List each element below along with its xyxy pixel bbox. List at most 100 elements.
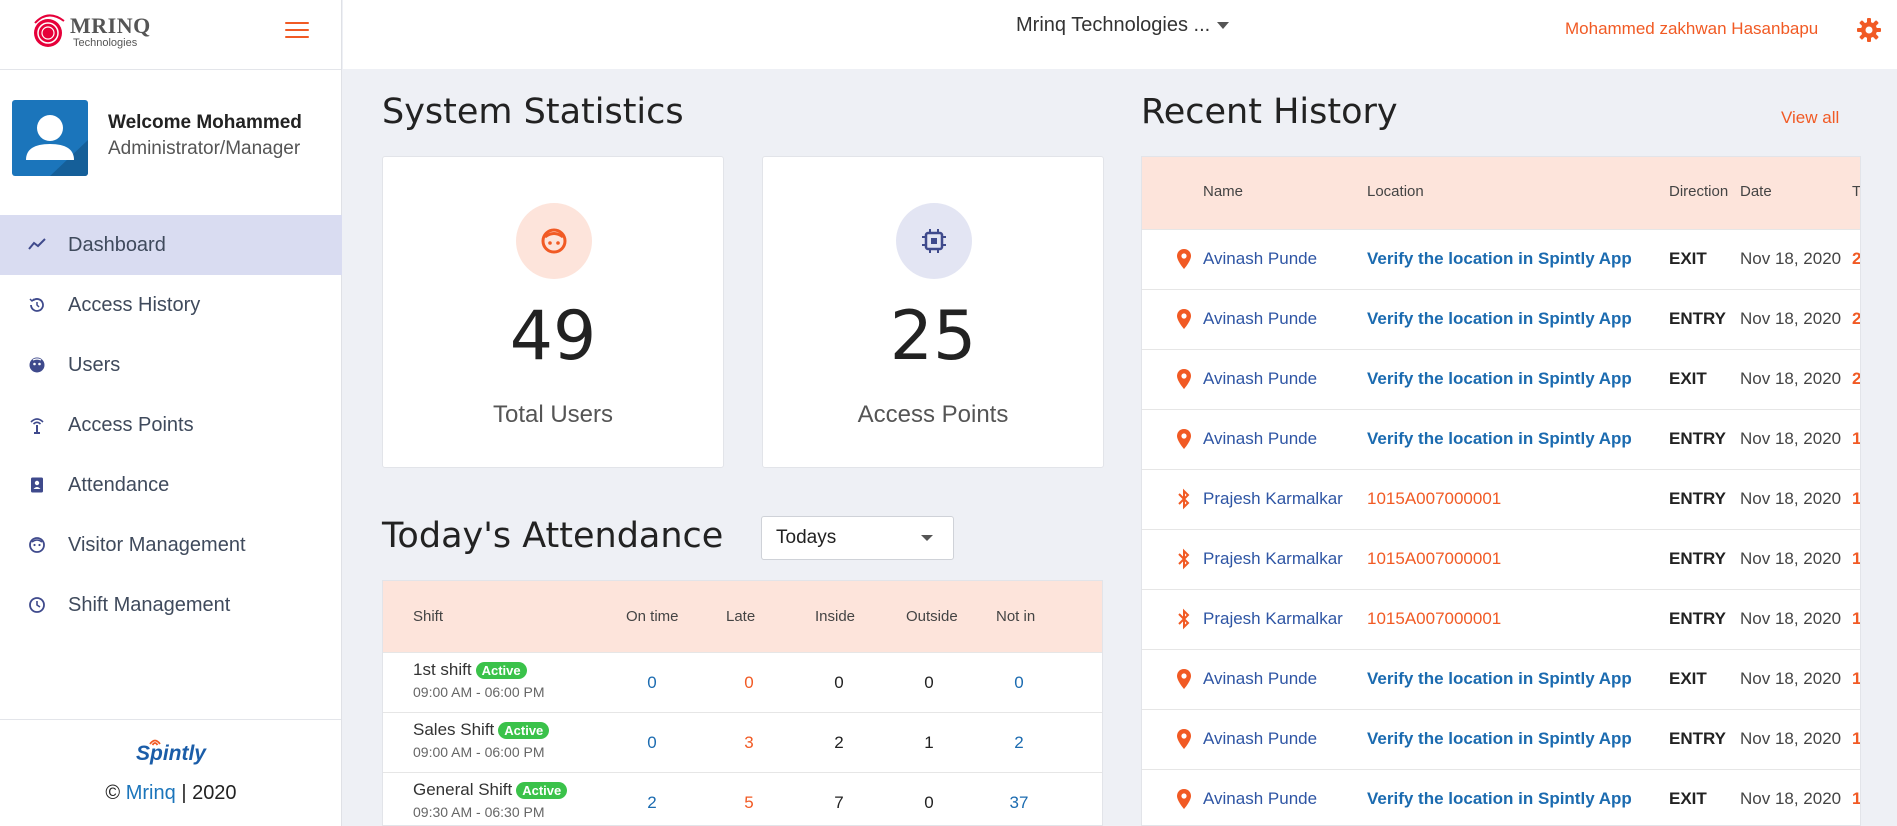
table-row[interactable]: Sales Shift Active 09:00 AM - 06:00 PM 0 … <box>383 712 1102 772</box>
person-name[interactable]: Prajesh Karmalkar <box>1203 489 1343 508</box>
attendance-filter-select[interactable]: Todays <box>761 516 954 560</box>
stat-card-total-users[interactable]: 49 Total Users <box>382 156 724 468</box>
person-name[interactable]: Avinash Punde <box>1203 429 1318 448</box>
date: Nov 18, 2020 <box>1740 549 1842 568</box>
person-name[interactable]: Avinash Punde <box>1203 669 1318 688</box>
table-row[interactable]: Avinash Punde Verify the location in Spin… <box>1142 289 1860 349</box>
visitor-icon <box>29 537 45 553</box>
person-name[interactable]: Avinash Punde <box>1203 789 1318 808</box>
table-row[interactable]: Avinash Punde Verify the location in Spin… <box>1142 229 1860 289</box>
sidebar-item-label: Access History <box>68 293 201 316</box>
table-row[interactable]: Avinash Punde Verify the location in Spin… <box>1142 649 1860 709</box>
access-point-icon <box>30 418 44 434</box>
date: Nov 18, 2020 <box>1740 489 1842 508</box>
chevron-down-icon <box>921 535 933 541</box>
outside-value[interactable]: 1 <box>924 733 934 752</box>
sidebar-item-dashboard[interactable]: Dashboard <box>0 215 342 275</box>
shift-name: General Shift <box>413 780 513 799</box>
divider <box>0 69 341 70</box>
not-in-value[interactable]: 2 <box>1014 733 1024 752</box>
table-row[interactable]: Avinash Punde Verify the location in Spin… <box>1142 709 1860 769</box>
person-name[interactable]: Prajesh Karmalkar <box>1203 609 1343 628</box>
header-on-time: On time <box>626 608 679 625</box>
late-value[interactable]: 0 <box>744 673 754 692</box>
table-row[interactable]: Prajesh Karmalkar 1015A007000001 ENTRY Nov … <box>1142 469 1860 529</box>
sidebar-item-access-history[interactable]: Access History <box>0 275 342 335</box>
table-row[interactable]: Avinash Punde Verify the location in Spin… <box>1142 349 1860 409</box>
sidebar: MRINQ Technologies Welcome Mohammed Admi… <box>0 0 342 826</box>
inside-value[interactable]: 7 <box>834 793 844 812</box>
mrinq-logo[interactable]: MRINQ Technologies <box>26 9 156 53</box>
sidebar-item-users[interactable]: Users <box>0 335 342 395</box>
stat-card-access-points[interactable]: 25 Access Points <box>762 156 1104 468</box>
person-name[interactable]: Avinash Punde <box>1203 729 1318 748</box>
shift-name: 1st shift <box>413 660 472 679</box>
sidebar-item-label: Shift Management <box>68 593 231 616</box>
person-name[interactable]: Avinash Punde <box>1203 249 1318 268</box>
menu-toggle-icon[interactable] <box>285 22 309 40</box>
shift-time: 09:00 AM - 06:00 PM <box>413 684 545 700</box>
sidebar-item-visitor-management[interactable]: Visitor Management <box>0 515 342 575</box>
mrinq-logo-icon <box>34 14 65 47</box>
not-in-value[interactable]: 37 <box>1009 793 1029 812</box>
attendance-title: Today's Attendance <box>382 516 724 556</box>
sidebar-item-shift-management[interactable]: Shift Management <box>0 575 342 635</box>
location-pin-icon <box>1177 369 1191 389</box>
shift-time: 09:00 AM - 06:00 PM <box>413 744 545 760</box>
user-name[interactable]: Mohammed zakhwan Hasanbapu <box>1565 19 1819 38</box>
location[interactable]: Verify the location in Spintly App <box>1367 729 1632 748</box>
mrinq-link[interactable]: Mrinq <box>125 782 176 804</box>
clock-icon <box>29 597 45 613</box>
org-selector[interactable]: Mrinq Technologies ... <box>1016 14 1230 37</box>
header-location: Location <box>1367 183 1424 200</box>
person-name[interactable]: Prajesh Karmalkar <box>1203 549 1343 568</box>
late-value[interactable]: 5 <box>744 793 754 812</box>
header-shift: Shift <box>413 608 444 625</box>
outside-value[interactable]: 0 <box>924 673 934 692</box>
location[interactable]: 1015A007000001 <box>1367 489 1502 508</box>
top-bar: Mrinq Technologies ... Mohammed zakhwan … <box>343 0 1897 69</box>
late-value[interactable]: 3 <box>744 733 754 752</box>
table-row[interactable]: Prajesh Karmalkar 1015A007000001 ENTRY Nov … <box>1142 589 1860 649</box>
location[interactable]: Verify the location in Spintly App <box>1367 369 1632 388</box>
bluetooth-icon <box>1178 488 1190 510</box>
table-row[interactable]: Avinash Punde Verify the location in Spin… <box>1142 769 1861 825</box>
time: 2: <box>1852 249 1861 268</box>
role-text: Administrator/Manager <box>108 138 301 159</box>
table-row[interactable]: Avinash Punde Verify the location in Spin… <box>1142 409 1860 469</box>
time: 1: <box>1852 609 1861 628</box>
table-header: Name Location Direction Date Ti <box>1142 157 1860 229</box>
bluetooth-icon <box>1178 608 1190 630</box>
person-name[interactable]: Avinash Punde <box>1203 309 1318 328</box>
inside-value[interactable]: 0 <box>834 673 844 692</box>
on-time-value[interactable]: 2 <box>647 793 657 812</box>
location[interactable]: Verify the location in Spintly App <box>1367 309 1632 328</box>
sidebar-item-attendance[interactable]: Attendance <box>0 455 342 515</box>
direction: ENTRY <box>1669 609 1726 628</box>
sidebar-item-label: Access Points <box>68 413 194 436</box>
location[interactable]: Verify the location in Spintly App <box>1367 669 1632 688</box>
status-badge: Active <box>516 782 568 800</box>
location[interactable]: Verify the location in Spintly App <box>1367 429 1632 448</box>
table-row[interactable]: 1st shift Active 09:00 AM - 06:00 PM 0 0 … <box>383 652 1102 712</box>
location[interactable]: 1015A007000001 <box>1367 609 1502 628</box>
outside-value[interactable]: 0 <box>924 793 934 812</box>
on-time-value[interactable]: 0 <box>647 673 657 692</box>
location[interactable]: Verify the location in Spintly App <box>1367 249 1632 268</box>
inside-value[interactable]: 2 <box>834 733 844 752</box>
not-in-value[interactable]: 0 <box>1014 673 1024 692</box>
on-time-value[interactable]: 0 <box>647 733 657 752</box>
gear-icon[interactable] <box>1856 17 1882 43</box>
time: 2: <box>1852 369 1861 388</box>
table-row[interactable]: General Shift Active 09:30 AM - 06:30 PM … <box>383 772 1102 825</box>
table-row[interactable]: Prajesh Karmalkar 1015A007000001 ENTRY Nov … <box>1142 529 1860 589</box>
time: 1: <box>1852 789 1861 808</box>
person-name[interactable]: Avinash Punde <box>1203 369 1318 388</box>
view-all-link[interactable]: View all <box>1781 108 1840 127</box>
date: Nov 18, 2020 <box>1740 609 1842 628</box>
location[interactable]: Verify the location in Spintly App <box>1367 789 1632 808</box>
spintly-logo: Spintly <box>0 739 342 766</box>
logo-brand: MRINQ <box>70 13 151 38</box>
sidebar-item-access-points[interactable]: Access Points <box>0 395 342 455</box>
location[interactable]: 1015A007000001 <box>1367 549 1502 568</box>
